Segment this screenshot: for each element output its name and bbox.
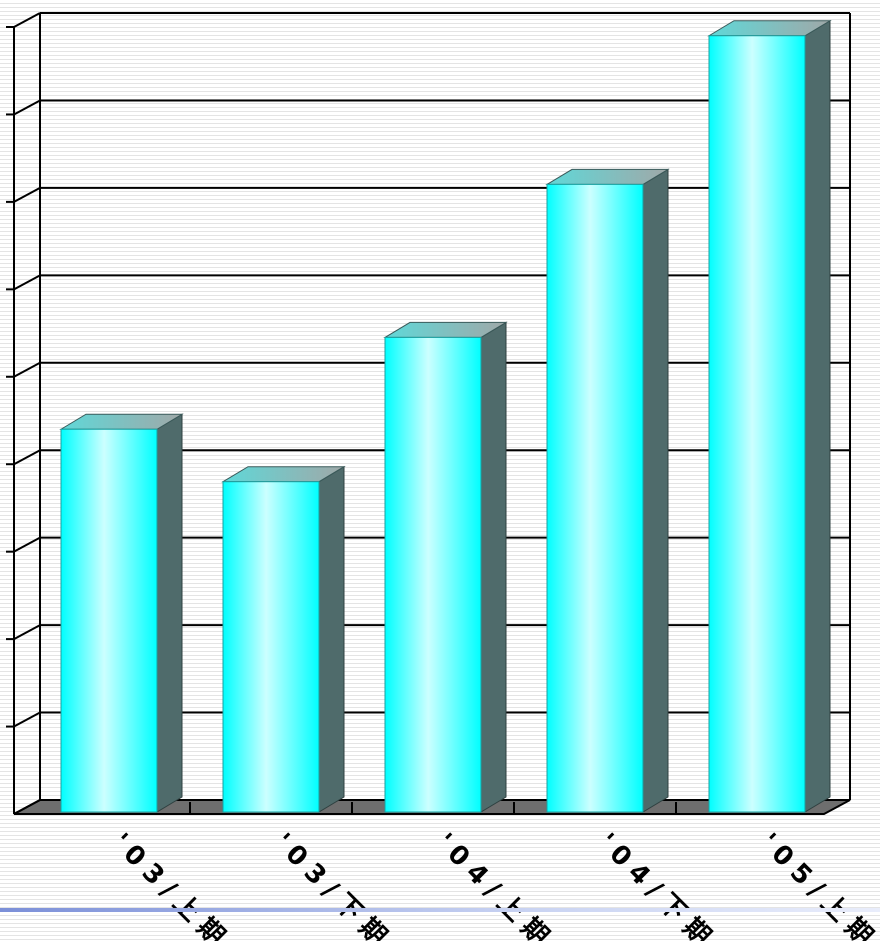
- bar: [222, 481, 320, 813]
- side-wall-line: [13, 361, 41, 378]
- x-tick-label: '03/上期: [106, 828, 236, 941]
- bar: [60, 428, 158, 813]
- side-wall-line: [13, 12, 41, 28]
- bar: [546, 183, 644, 813]
- side-wall-line: [13, 274, 41, 291]
- side-wall-line: [13, 711, 41, 728]
- bar-side: [480, 321, 507, 813]
- bar-side: [642, 168, 669, 813]
- side-wall-line: [13, 449, 41, 466]
- side-wall-line: [13, 99, 41, 116]
- x-tick-label: '04/下期: [592, 828, 722, 941]
- bar-side: [156, 413, 183, 813]
- side-wall-line: [13, 536, 41, 553]
- side-wall-line: [13, 624, 41, 640]
- side-wall-line: [13, 799, 41, 815]
- bar-side: [804, 19, 831, 813]
- bar-group: [383, 321, 508, 813]
- x-tick-label: '05/上期: [754, 828, 880, 941]
- x-tick-label: '03/下期: [268, 828, 398, 941]
- bar-group: [545, 168, 670, 813]
- side-wall-line: [13, 187, 41, 203]
- footer-divider: [0, 908, 880, 912]
- x-tick-label: '04/上期: [430, 828, 560, 941]
- bar-group: [59, 413, 184, 813]
- bar-side: [318, 465, 345, 813]
- bar: [384, 336, 482, 813]
- bar-group: [221, 465, 346, 813]
- bar: [708, 35, 806, 813]
- bar-group: [707, 19, 832, 813]
